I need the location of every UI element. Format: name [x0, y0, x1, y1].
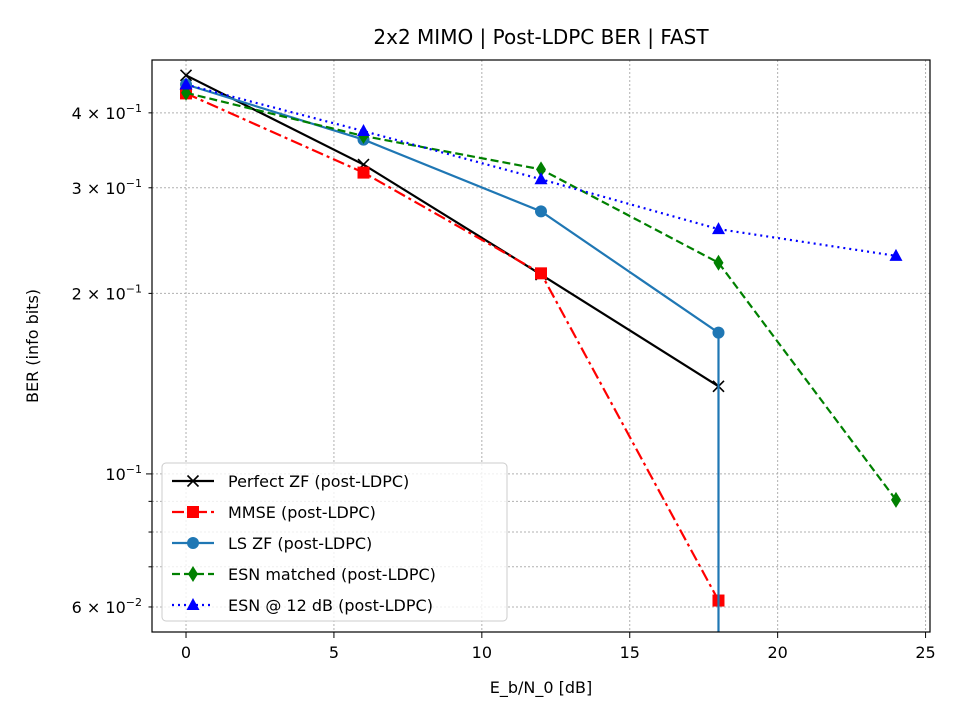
y-tick-mantissa: 10 [105, 465, 125, 484]
y-axis-label: BER (info bits) [23, 289, 42, 403]
y-tick-exponent: −1 [126, 102, 142, 115]
y-tick-exponent: −1 [126, 177, 142, 190]
legend: Perfect ZF (post-LDPC) MMSE (post-LDPC) LS… [161, 462, 508, 622]
x-tick-label: 5 [329, 643, 339, 662]
legend-label: LS ZF (post-LDPC) [228, 534, 372, 553]
y-tick-mantissa: 4 × 10 [72, 104, 126, 123]
x-tick-label: 0 [181, 643, 191, 662]
data-point [179, 69, 193, 82]
x-axis-label: E_b/N_0 [dB] [490, 678, 593, 698]
data-point [179, 77, 193, 90]
data-point [357, 166, 370, 179]
data-point [890, 491, 901, 508]
y-tick-mantissa: 6 × 10 [72, 598, 126, 617]
legend-item: Perfect ZF (post-LDPC) [172, 472, 409, 491]
legend-item: LS ZF (post-LDPC) [172, 534, 372, 553]
legend-label: ESN matched (post-LDPC) [228, 565, 436, 584]
legend-label: MMSE (post-LDPC) [228, 503, 376, 522]
legend-item: ESN @ 12 dB (post-LDPC) [172, 596, 433, 615]
legend-box [161, 462, 508, 622]
y-tick-label: 6 × 10−2 [72, 596, 142, 617]
data-point [534, 172, 548, 185]
data-point [711, 222, 725, 235]
y-tick-exponent: −2 [126, 596, 142, 609]
y-tick-mantissa: 2 × 10 [72, 284, 126, 303]
grid [152, 60, 930, 632]
y-tick-label: 3 × 10−1 [72, 177, 142, 198]
x-tick-label: 20 [767, 643, 787, 662]
y-tick-mantissa: 3 × 10 [72, 179, 126, 198]
x-tick-label: 10 [472, 643, 492, 662]
legend-item: ESN matched (post-LDPC) [172, 565, 436, 584]
x-tick-label: 25 [915, 643, 935, 662]
data-point [712, 326, 725, 339]
y-tick-label: 10−1 [105, 463, 142, 484]
plot-frame [151, 59, 931, 633]
legend-label: Perfect ZF (post-LDPC) [228, 472, 409, 491]
y-tick-label: 2 × 10−1 [72, 282, 142, 303]
y-tick-label: 4 × 10−1 [72, 102, 142, 123]
series-4 [179, 77, 903, 261]
series-layer [179, 69, 903, 632]
legend-item: MMSE (post-LDPC) [172, 503, 376, 522]
legend-marker [188, 566, 198, 582]
y-tick-exponent: −1 [126, 282, 142, 295]
legend-marker [187, 537, 199, 549]
series-line [185, 92, 720, 602]
data-point [535, 205, 547, 218]
legend-marker [186, 474, 200, 488]
data-point [889, 248, 903, 261]
data-point [535, 267, 547, 280]
y-tick-exponent: −1 [126, 463, 142, 476]
chart-title: 2x2 MIMO | Post-LDPC BER | FAST [373, 25, 709, 49]
legend-marker [187, 506, 199, 518]
data-point [713, 254, 724, 271]
data-point [357, 124, 371, 137]
data-point [536, 161, 546, 178]
legend-label: ESN @ 12 dB (post-LDPC) [228, 596, 433, 615]
x-tick-label: 15 [620, 643, 640, 662]
legend-marker [186, 598, 200, 610]
series-line [185, 74, 720, 388]
